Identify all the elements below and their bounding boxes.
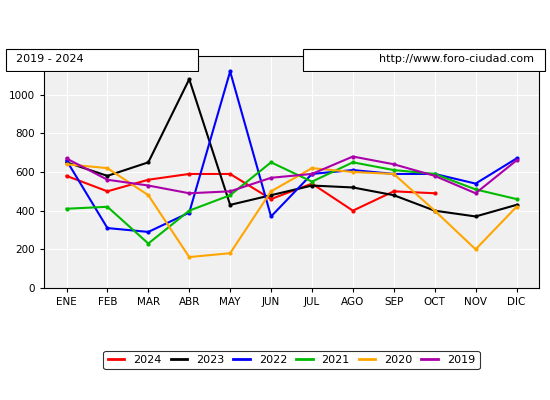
FancyBboxPatch shape — [302, 49, 544, 71]
Text: Evolucion Nº Turistas Nacionales en el municipio de Marinaleda: Evolucion Nº Turistas Nacionales en el m… — [32, 16, 518, 32]
Legend: 2024, 2023, 2022, 2021, 2020, 2019: 2024, 2023, 2022, 2021, 2020, 2019 — [103, 350, 480, 370]
FancyBboxPatch shape — [6, 49, 198, 71]
Text: http://www.foro-ciudad.com: http://www.foro-ciudad.com — [378, 54, 534, 64]
Text: 2019 - 2024: 2019 - 2024 — [16, 54, 84, 64]
